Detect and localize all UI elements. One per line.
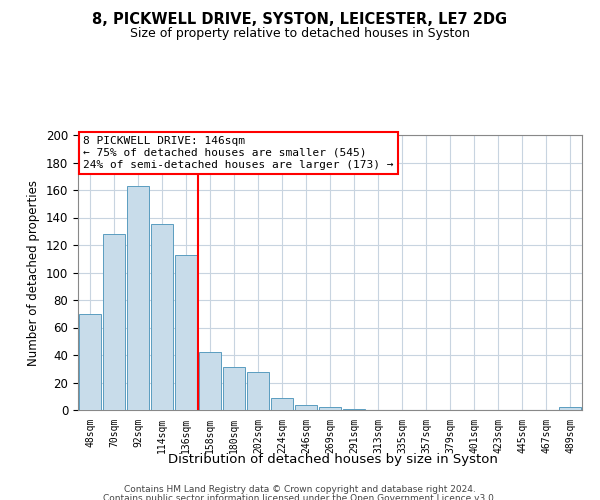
Bar (319, 407, 341, 410)
Text: 8 PICKWELL DRIVE: 146sqm
← 75% of detached houses are smaller (545)
24% of semi-: 8 PICKWELL DRIVE: 146sqm ← 75% of detach… (83, 136, 394, 170)
Bar (199, 352, 221, 410)
Bar (151, 224, 173, 410)
Bar (127, 186, 149, 410)
Bar (271, 398, 293, 410)
Bar (223, 368, 245, 410)
Bar (175, 254, 197, 410)
Text: Distribution of detached houses by size in Syston: Distribution of detached houses by size … (168, 452, 498, 466)
Bar (247, 372, 269, 410)
Bar (103, 234, 125, 410)
Text: Size of property relative to detached houses in Syston: Size of property relative to detached ho… (130, 28, 470, 40)
Text: 8, PICKWELL DRIVE, SYSTON, LEICESTER, LE7 2DG: 8, PICKWELL DRIVE, SYSTON, LEICESTER, LE… (92, 12, 508, 28)
Bar (295, 404, 317, 410)
Text: Contains public sector information licensed under the Open Government Licence v3: Contains public sector information licen… (103, 494, 497, 500)
Bar (559, 407, 581, 410)
Text: Contains HM Land Registry data © Crown copyright and database right 2024.: Contains HM Land Registry data © Crown c… (124, 485, 476, 494)
Bar (79, 314, 101, 410)
Y-axis label: Number of detached properties: Number of detached properties (28, 180, 40, 366)
Bar (343, 408, 365, 410)
